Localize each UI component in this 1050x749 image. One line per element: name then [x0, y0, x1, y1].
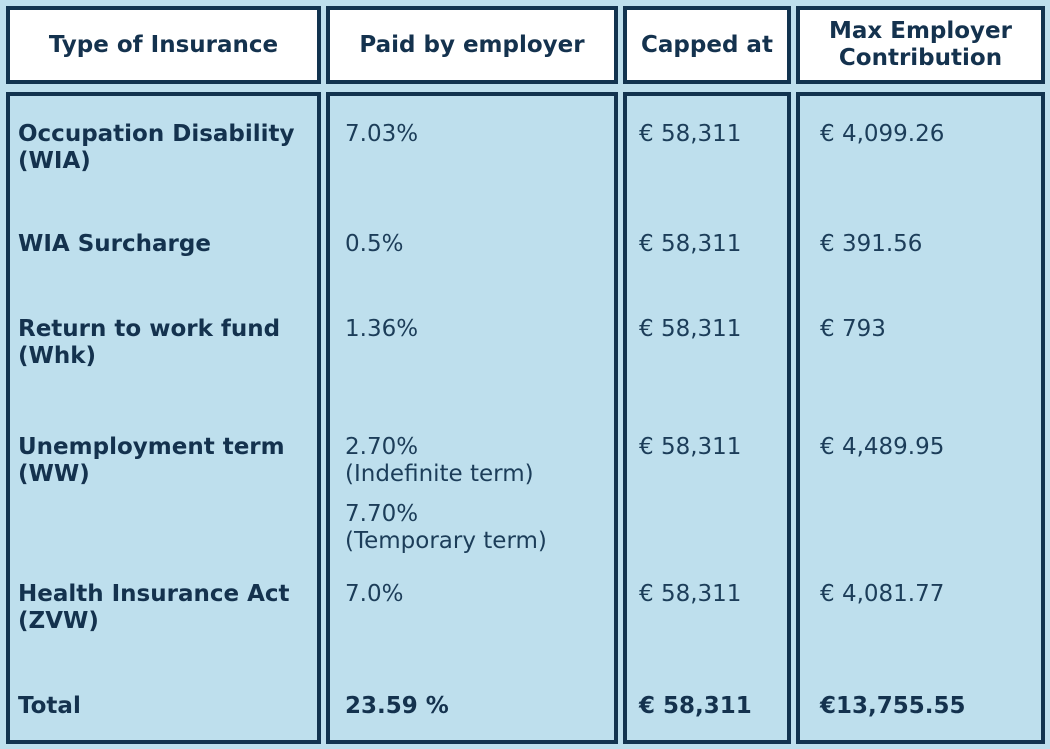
paid-percentage-line: (Temporary term)	[345, 527, 547, 554]
max-cell: € 793	[820, 316, 886, 342]
total-capped-cell: € 58,311	[639, 693, 752, 719]
paid-percentage-block: 0.5%	[345, 231, 608, 258]
insurance-cell: Return to work fund (Whk)	[10, 291, 317, 409]
paid-percentage-line: 1.36%	[345, 316, 419, 342]
column-header-max-employer-contribution: Max Employer Contribution	[796, 6, 1045, 84]
paid-percentage-line: (Indefinite term)	[345, 460, 534, 487]
insurance-name-line: Occupation Disability	[18, 121, 295, 147]
paid-percentage-block: 7.70% (Temporary term)	[345, 501, 608, 555]
paid-percentage-line: 7.03%	[345, 121, 419, 147]
insurance-cell: Health Insurance Act (ZVW)	[10, 556, 317, 668]
paid-percentage-line: 7.70%	[345, 500, 419, 527]
capped-cell: € 58,311	[639, 581, 742, 607]
column-header-paid-by-employer: Paid by employer	[326, 6, 618, 84]
insurance-cell: Unemployment term (WW)	[10, 409, 317, 556]
paid-cell: 2.70% (Indefinite term) 7.70% (Temporary te…	[330, 409, 614, 556]
total-paid-cell: 23.59 %	[345, 693, 449, 719]
paid-cell: 1.36%	[330, 291, 614, 409]
insurance-name-column: Occupation Disability (WIA) WIA Surcharge R…	[6, 92, 321, 744]
capped-at-column: € 58,311 € 58,311 € 58,311 € 58,311 € 58,311…	[623, 92, 791, 744]
paid-percentage-line: 7.0%	[345, 581, 404, 607]
paid-percentage-block: 2.70% (Indefinite term)	[345, 434, 608, 488]
paid-cell: 7.03%	[330, 96, 614, 206]
total-max-cell: €13,755.55	[820, 693, 966, 719]
insurance-cell: Occupation Disability (WIA)	[10, 96, 317, 206]
insurance-name-line: (WIA)	[18, 147, 91, 174]
insurance-name-line: (Whk)	[18, 342, 97, 369]
max-cell: € 4,099.26	[820, 121, 945, 147]
capped-cell: € 58,311	[639, 231, 742, 257]
paid-cell: 0.5%	[330, 206, 614, 291]
paid-percentage-block: 7.03%	[345, 121, 608, 148]
max-cell: € 391.56	[820, 231, 923, 257]
insurance-name-line: (WW)	[18, 460, 90, 487]
max-cell: € 4,081.77	[820, 581, 945, 607]
max-cell: € 4,489.95	[820, 434, 945, 460]
total-insurance-cell: Total	[18, 693, 81, 719]
column-header-type-of-insurance: Type of Insurance	[6, 6, 321, 84]
insurance-name-line: (ZVW)	[18, 607, 99, 634]
capped-cell: € 58,311	[639, 316, 742, 342]
insurance-cell: WIA Surcharge	[10, 206, 317, 291]
insurance-name-line: WIA Surcharge	[18, 231, 211, 257]
column-header-capped-at: Capped at	[623, 6, 791, 84]
capped-cell: € 58,311	[639, 434, 742, 460]
paid-by-employer-column: 7.03% 0.5% 1.36% 2.70% (Indefinite term) 7.70…	[326, 92, 618, 744]
paid-percentage-line: 0.5%	[345, 231, 404, 257]
paid-percentage-block: 1.36%	[345, 316, 608, 343]
insurance-name-line: Health Insurance Act	[18, 581, 290, 607]
paid-cell: 7.0%	[330, 556, 614, 668]
paid-percentage-line: 2.70%	[345, 434, 419, 460]
capped-cell: € 58,311	[639, 121, 742, 147]
insurance-name-line: Unemployment term	[18, 434, 285, 460]
paid-percentage-block: 7.0%	[345, 581, 608, 608]
insurance-name-line: Return to work fund	[18, 316, 281, 342]
max-contribution-column: € 4,099.26 € 391.56 € 793 € 4,489.95 € 4,081…	[796, 92, 1045, 744]
